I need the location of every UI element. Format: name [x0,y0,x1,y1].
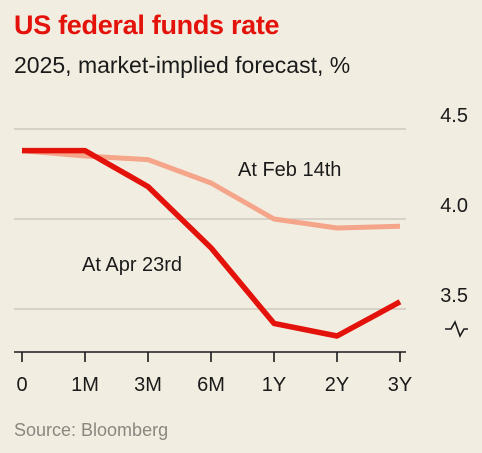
y-tick-label: 4.0 [440,195,468,217]
x-axis [14,351,406,362]
x-tick-label: 1M [71,374,99,396]
x-tick-label: 3Y [388,374,412,396]
x-tick-label: 0 [16,374,27,396]
x-tick-label: 3M [134,374,162,396]
gridlines [14,128,406,310]
x-tick-label: 2Y [325,374,349,396]
series-label-feb: At Feb 14th [238,159,341,181]
chart-subtitle: 2025, market-implied forecast, % [14,52,351,78]
y-tick-label: 4.5 [440,105,468,127]
y-tick-label: 3.5 [440,285,468,307]
x-tick-labels: 0 1M 3M 6M 1Y 2Y 3Y [16,374,412,396]
x-tick-label: 1Y [262,374,286,396]
series-label-apr: At Apr 23rd [82,254,182,276]
y-axis-break-icon [445,320,468,338]
series-lines [21,147,402,339]
series-line-feb [21,148,401,231]
x-tick-label: 6M [197,374,225,396]
source-note: Source: Bloomberg [14,420,169,440]
series-line-apr [22,147,402,339]
y-tick-labels: 4.5 4.0 3.5 [440,105,468,307]
chart-title: US federal funds rate [14,10,280,40]
